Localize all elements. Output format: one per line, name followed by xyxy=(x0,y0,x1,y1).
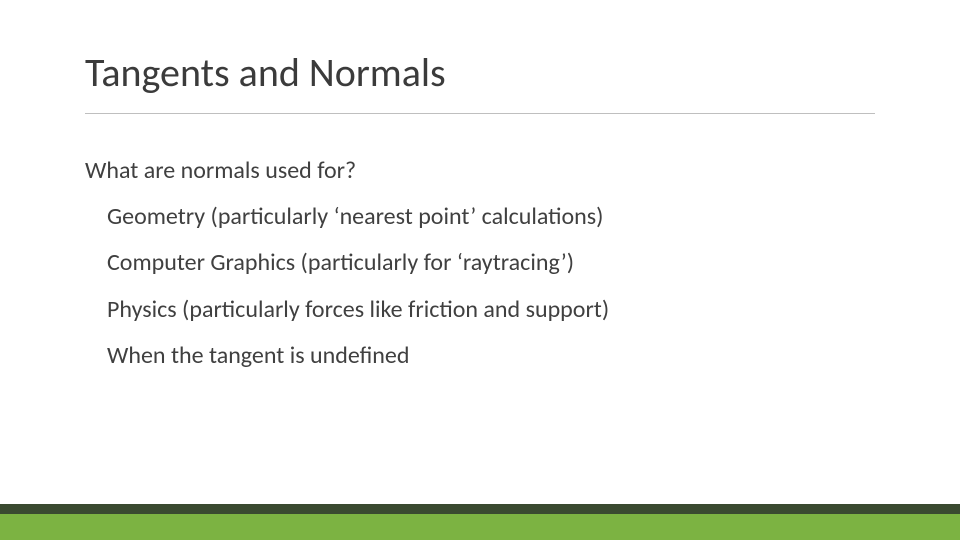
slide-subtitle: What are normals used for? xyxy=(85,156,875,185)
slide-title: Tangents and Normals xyxy=(85,48,875,114)
bullet-list: Geometry (particularly ‘nearest point’ c… xyxy=(85,201,875,373)
slide-container: Tangents and Normals What are normals us… xyxy=(0,0,960,540)
bottom-bar-dark xyxy=(0,504,960,514)
bottom-accent-bar xyxy=(0,504,960,540)
bullet-item: Geometry (particularly ‘nearest point’ c… xyxy=(107,201,875,233)
bullet-item: When the tangent is undefined xyxy=(107,340,875,372)
bullet-item: Physics (particularly forces like fricti… xyxy=(107,294,875,326)
bottom-bar-light xyxy=(0,514,960,540)
bullet-item: Computer Graphics (particularly for ‘ray… xyxy=(107,247,875,279)
